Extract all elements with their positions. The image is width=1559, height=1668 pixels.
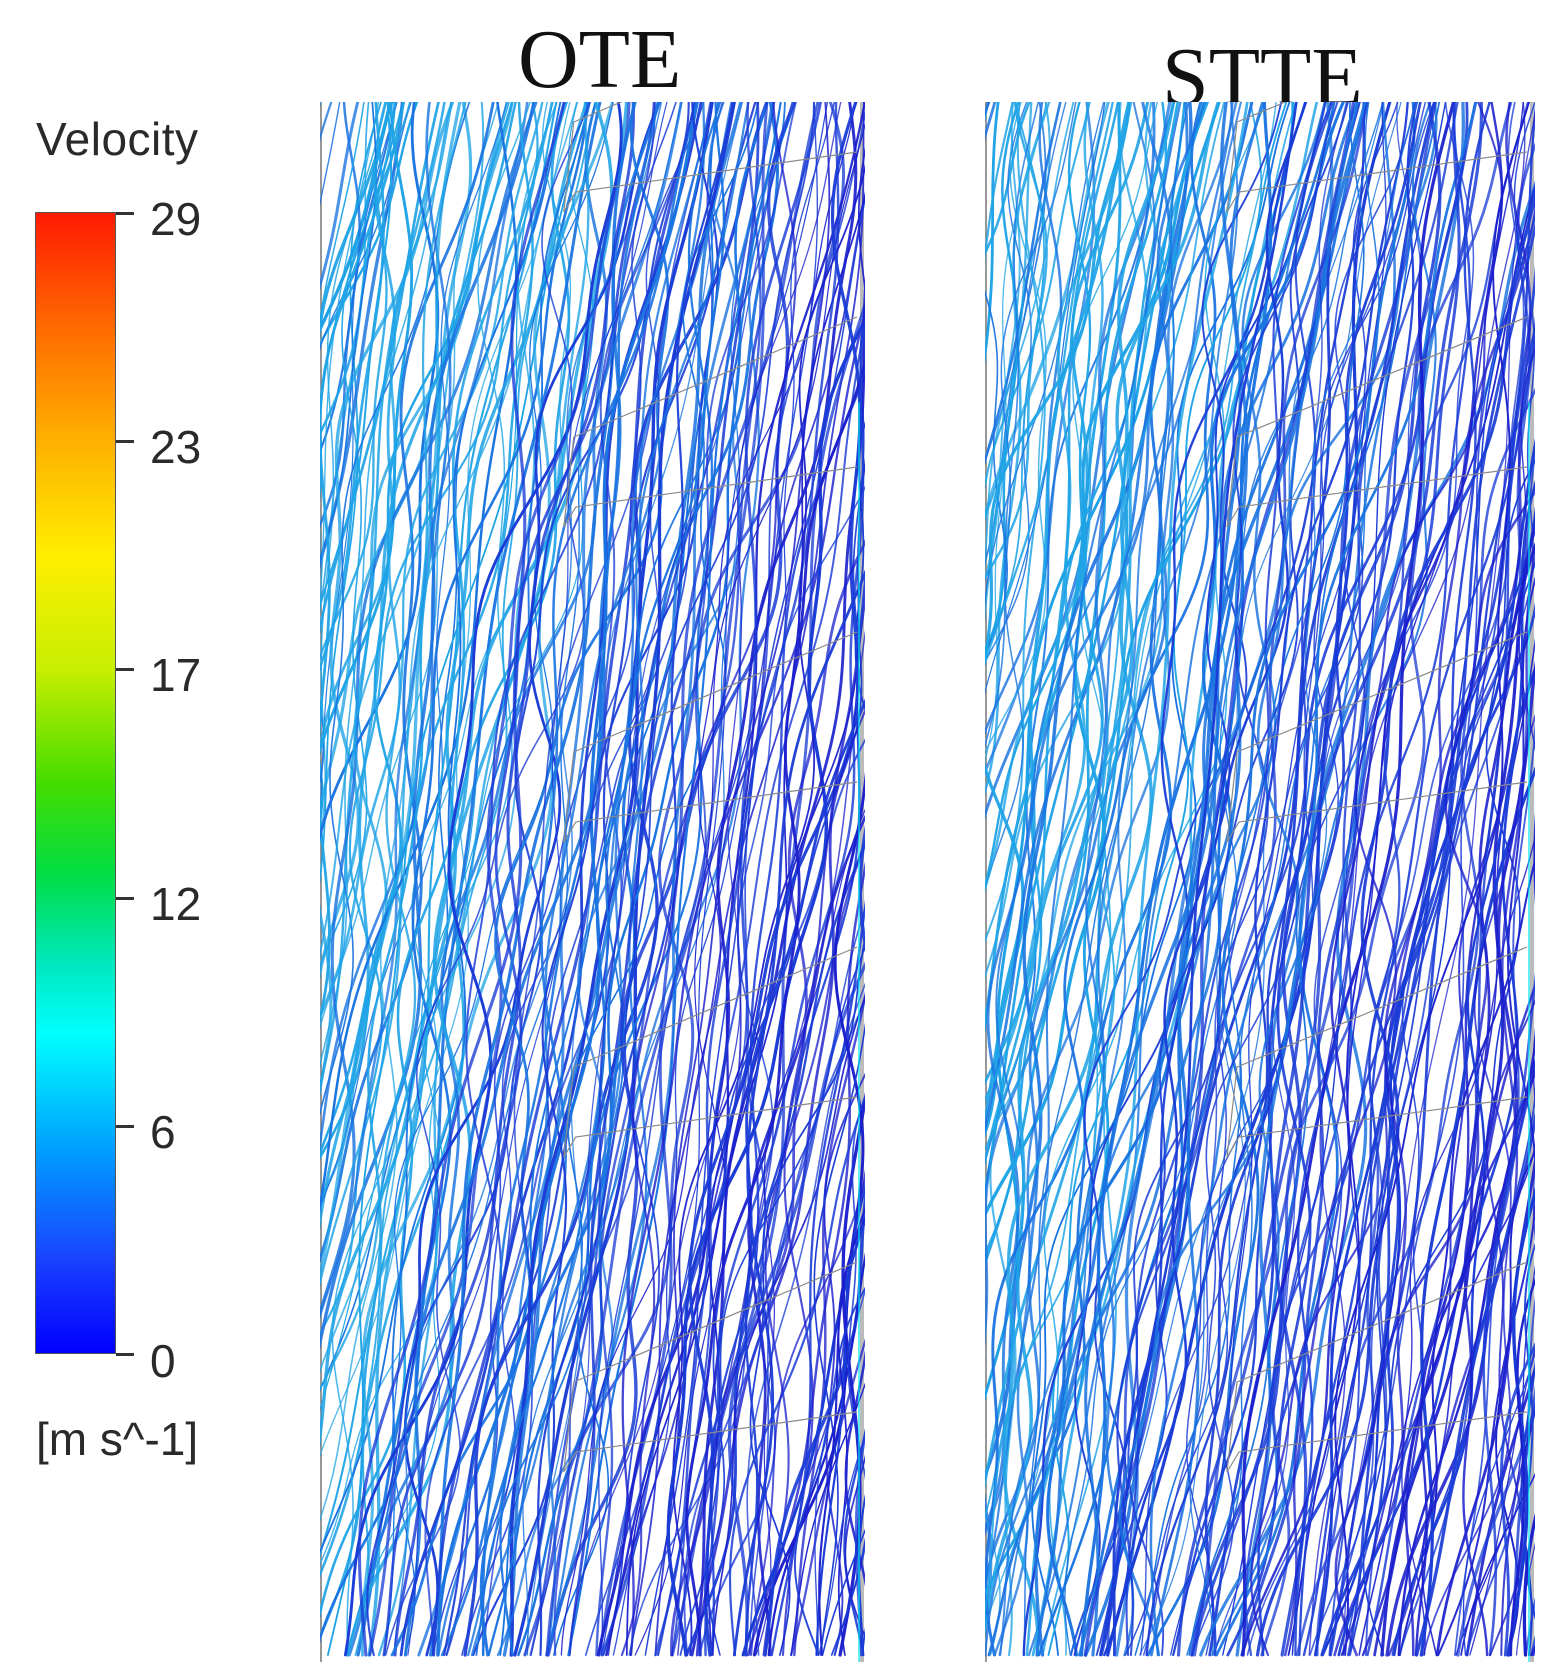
streamline-panel-ote bbox=[320, 102, 865, 1662]
legend-title: Velocity bbox=[36, 112, 199, 166]
velocity-colorbar bbox=[35, 212, 116, 1354]
tick-12 bbox=[116, 897, 134, 900]
tick-23 bbox=[116, 440, 134, 443]
tick-0 bbox=[116, 1353, 134, 1356]
tick-label-23: 23 bbox=[150, 424, 201, 470]
tick-29 bbox=[116, 212, 134, 215]
tick-label-6: 6 bbox=[150, 1109, 176, 1155]
tick-6 bbox=[116, 1125, 134, 1128]
streamline-plot-stte bbox=[985, 102, 1535, 1662]
streamline-panel-stte bbox=[985, 102, 1535, 1662]
tick-label-17: 17 bbox=[150, 652, 201, 698]
tick-label-12: 12 bbox=[150, 881, 201, 927]
tick-label-29: 29 bbox=[150, 196, 201, 242]
tick-label-0: 0 bbox=[150, 1338, 176, 1384]
tick-17 bbox=[116, 668, 134, 671]
panel-title-ote: OTE bbox=[518, 18, 681, 102]
streamline-plot-ote bbox=[320, 102, 865, 1662]
legend-unit: [m s^-1] bbox=[36, 1412, 198, 1466]
